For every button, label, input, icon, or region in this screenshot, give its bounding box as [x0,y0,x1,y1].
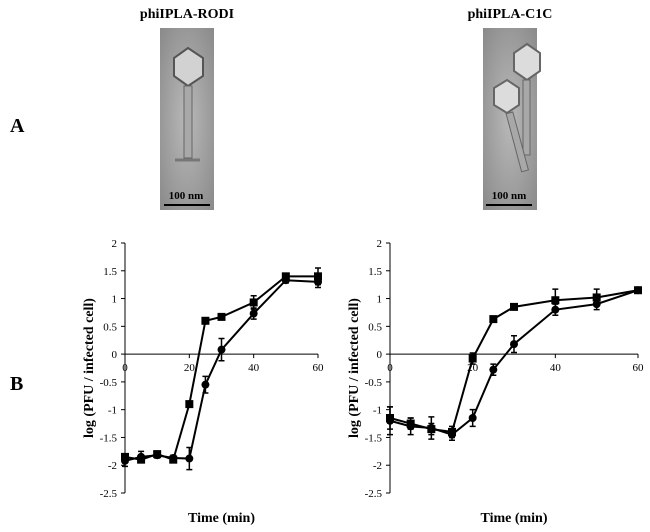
marker [510,302,518,311]
marker [169,454,178,462]
marker [448,430,456,439]
marker [217,345,226,354]
x-tick-label: 20 [467,362,479,374]
y-tick-label: -2 [108,460,117,472]
marker [185,454,194,463]
scale-bar-label: 100 nm [169,190,204,202]
marker [489,365,498,374]
scale-bar-label: 100 nm [492,190,527,202]
marker [468,414,477,422]
micrograph-title: phiIPLA-C1C [468,7,553,22]
series-line [124,279,319,462]
x-tick-label: 60 [313,362,325,374]
marker [427,424,436,432]
y-tick-label: 0 [112,349,118,361]
y-tick-label: 1.5 [103,266,117,278]
x-tick-label: 60 [633,362,645,374]
marker [551,305,560,314]
panel-label: A [10,115,25,137]
marker [201,316,210,325]
y-tick-label: -0.5 [100,377,118,389]
y-tick-label: 0.5 [103,321,117,333]
y-tick-label: 2 [377,238,383,250]
marker [249,298,258,307]
marker [137,452,146,461]
marker [121,456,129,465]
x-tick-label: 40 [248,362,260,374]
y-tick-label: 1 [377,294,383,306]
marker [249,309,258,318]
y-tick-label: -1.5 [365,432,383,444]
x-tick-label: 0 [387,362,393,374]
panel-label: B [10,373,23,395]
y-axis-title: log (PFU / infected cell) [347,298,362,438]
y-tick-label: -2.5 [365,488,383,500]
marker [153,451,162,460]
y-tick-label: -0.5 [365,377,383,389]
y-tick-label: 1 [112,294,118,306]
marker [185,400,194,409]
y-tick-label: -2 [373,460,382,472]
marker [489,315,498,324]
marker [551,296,560,305]
series-line [389,289,639,433]
y-tick-label: -1 [108,405,117,417]
y-axis-title: log (PFU / infected cell) [82,298,97,438]
marker [217,312,226,321]
marker [468,354,477,363]
y-tick-label: 1.5 [368,266,382,278]
y-tick-label: -1 [373,405,382,417]
marker [281,276,290,285]
y-tick-label: 2 [112,238,118,250]
micrograph: 100 nm [483,28,541,210]
x-axis-title: Time (min) [188,511,255,526]
series-line [124,275,318,461]
micrograph: 100 nm [160,28,214,210]
series-line [389,289,639,436]
micrograph-title: phiIPLA-RODI [140,7,234,22]
marker [592,293,601,302]
marker [201,380,210,389]
x-tick-label: 0 [122,362,128,374]
marker [314,277,322,286]
marker [406,422,415,431]
y-tick-label: 0 [377,349,383,361]
marker [592,300,601,309]
y-tick-label: -1.5 [100,432,118,444]
x-tick-label: 20 [184,362,196,374]
marker [386,416,394,425]
marker [634,286,642,295]
y-tick-label: -2.5 [100,488,118,500]
x-axis-title: Time (min) [480,511,547,526]
marker [510,340,518,349]
y-tick-label: 0.5 [368,321,382,333]
x-tick-label: 40 [550,362,562,374]
